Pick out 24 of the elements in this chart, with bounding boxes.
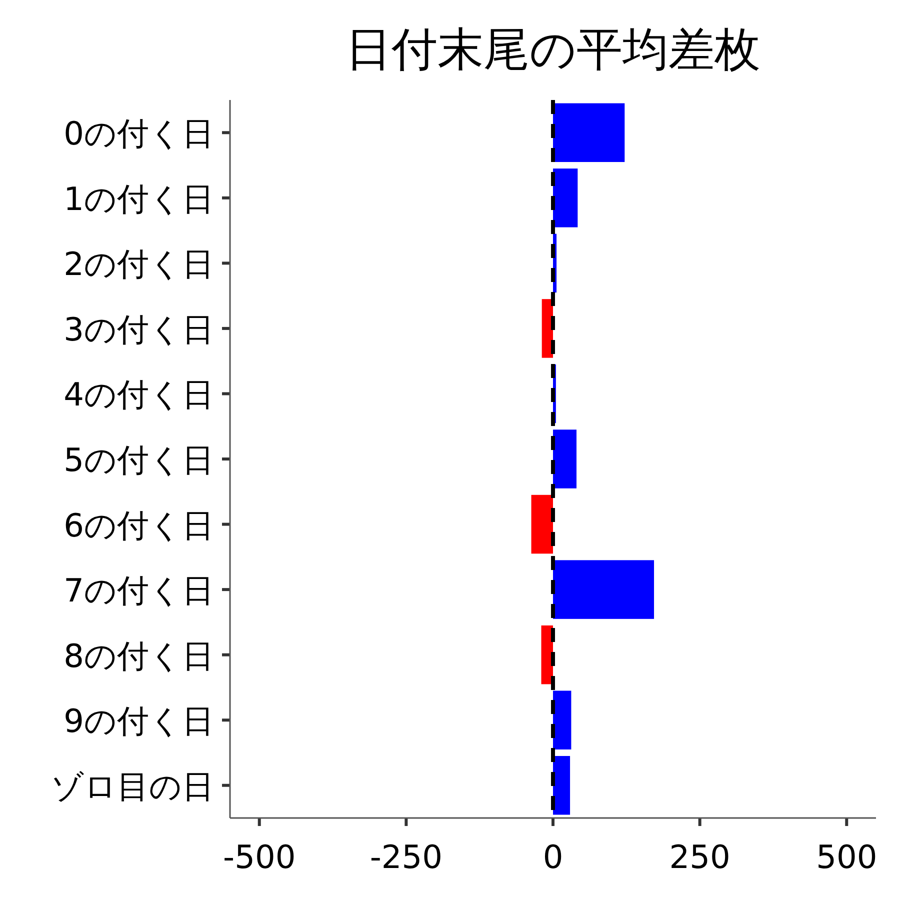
- y-tick-label: 4の付く日: [64, 376, 214, 414]
- bar: [553, 690, 572, 750]
- bar: [553, 560, 654, 619]
- y-tick-label: ゾロ目の日: [51, 767, 214, 806]
- bar: [553, 103, 625, 162]
- x-tick-label: 250: [669, 838, 730, 876]
- bar: [553, 430, 576, 488]
- y-tick-label: 6の付く日: [64, 506, 214, 544]
- y-tick-label: 2の付く日: [64, 245, 214, 284]
- bar: [553, 756, 570, 815]
- y-tick-label: 5の付く日: [64, 441, 214, 479]
- y-tick-label: 9の付く日: [64, 702, 214, 740]
- y-tick-label: 3の付く日: [64, 310, 214, 348]
- x-tick-label: 500: [816, 838, 878, 876]
- y-tick-label: 8の付く日: [64, 636, 214, 675]
- bar: [531, 494, 553, 554]
- chart-title: 日付末尾の平均差枚: [346, 22, 760, 76]
- x-tick-label: -250: [370, 838, 442, 876]
- x-tick-label: -500: [223, 838, 296, 876]
- y-tick-label: 0の付く日: [64, 114, 214, 153]
- y-tick-label: 1の付く日: [64, 180, 214, 218]
- y-tick-label: 7の付く日: [64, 572, 214, 610]
- x-tick-label: 0: [542, 838, 564, 876]
- bar: [553, 168, 578, 228]
